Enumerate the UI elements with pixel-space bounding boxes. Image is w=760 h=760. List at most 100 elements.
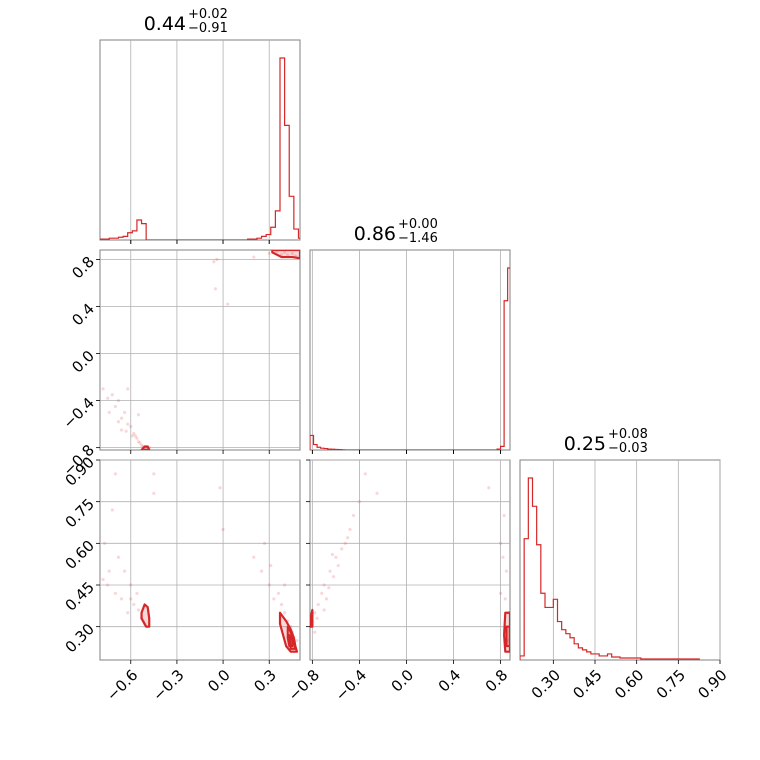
scatter-point [113, 404, 117, 409]
contour-inner [505, 625, 510, 648]
hist-title-median-2: 0.25 [564, 433, 606, 455]
x-tick-label: 0.4 [435, 666, 465, 696]
y-tick-label: 0.30 [62, 620, 98, 656]
scatter-point [152, 491, 156, 495]
x-tick-label: 0.30 [528, 666, 564, 702]
contour-outer [310, 608, 314, 628]
hist-step-1 [310, 267, 510, 450]
scatter-panel-p0_p2 [99, 459, 301, 661]
scatter-point [283, 611, 287, 615]
x-tick-label: 0.0 [388, 666, 418, 696]
scatter-point [502, 513, 506, 518]
x-tick-label: 0.75 [653, 666, 689, 702]
scatter-point [110, 508, 114, 512]
scatter-point [107, 569, 111, 573]
y-tick-label: 0.60 [62, 537, 98, 573]
scatter-point [124, 429, 128, 433]
scatter-point [129, 424, 133, 429]
scatter-point [107, 410, 111, 414]
scatter-point [103, 541, 107, 545]
hist-group-2 [520, 477, 700, 660]
hist-title-plus-1: +0.00 [398, 217, 438, 232]
scatter-point [123, 410, 127, 414]
scatter-point [295, 638, 299, 643]
scatter-point [119, 597, 124, 601]
scatter-point [139, 443, 144, 447]
hist-panel-0 [99, 39, 301, 241]
scatter-point [135, 591, 139, 595]
scatter-point [272, 597, 276, 601]
x-tick-label: −0.8 [285, 666, 323, 704]
x-tick-label: 0.8 [482, 666, 512, 696]
hist-title-median-0: 0.44 [144, 13, 186, 35]
scatter-point [252, 555, 256, 559]
scatter-point [331, 575, 336, 579]
hist-title-minus-1: −1.46 [398, 231, 438, 246]
hist-panel-2 [519, 459, 721, 661]
scatter-point [336, 563, 340, 568]
hist-title-minus-2: −0.03 [608, 441, 648, 456]
scatter-point [487, 486, 491, 490]
scatter-point [363, 472, 367, 476]
scatter-point [504, 569, 509, 573]
scatter-group-p0_p1 [101, 250, 300, 450]
y-tick-label: 0.8 [68, 253, 98, 283]
scatter-point [152, 472, 156, 476]
scatter-point [129, 597, 133, 601]
scatter-point [313, 611, 317, 615]
scatter-panel-p0_p1 [99, 249, 301, 451]
scatter-point [119, 428, 124, 432]
hist-group-0 [100, 57, 300, 240]
scatter-point [116, 420, 121, 424]
scatter-point [218, 486, 222, 490]
scatter-point [286, 253, 290, 257]
scatter-point [269, 563, 273, 568]
scatter-point [498, 591, 503, 595]
scatter-point [322, 583, 326, 587]
scatter-point [113, 591, 117, 595]
contour-outer [140, 603, 151, 628]
x-tick-label: 0.0 [204, 666, 234, 696]
scatter-point [276, 591, 281, 595]
scatter-point [126, 611, 130, 615]
scatter-point [259, 569, 264, 573]
scatter-point [130, 434, 134, 438]
hist-title-minus-0: −0.91 [188, 21, 228, 36]
scatter-point [136, 608, 141, 612]
scatter-panel-p1_p2 [309, 459, 511, 661]
scatter-point [136, 413, 141, 417]
scatter-point [327, 586, 331, 590]
y-tick-label: 0.0 [68, 347, 98, 377]
x-tick-label: 0.3 [250, 666, 280, 696]
scatter-point [215, 257, 219, 262]
scatter-point [106, 583, 110, 587]
hist-title-median-1: 0.86 [354, 223, 396, 245]
scatter-point [263, 541, 267, 545]
scatter-point [316, 602, 320, 607]
scatter-point [113, 472, 117, 476]
scatter-point [267, 583, 271, 587]
scatter-point [226, 302, 230, 306]
scatter-point [132, 602, 136, 607]
hist-title-plus-2: +0.08 [608, 427, 648, 442]
contour-inner [288, 634, 297, 650]
scatter-point [101, 577, 105, 582]
scatter-point [136, 440, 141, 444]
scatter-point [126, 422, 130, 426]
scatter-point [320, 591, 324, 595]
contour-outer [140, 445, 151, 450]
x-tick-label: −0.4 [332, 666, 370, 704]
scatter-point [351, 513, 356, 518]
x-tick-label: 0.60 [611, 666, 647, 702]
scatter-point [375, 491, 379, 495]
y-tick-label: 0.4 [68, 300, 98, 330]
scatter-point [133, 434, 137, 438]
scatter-point [503, 597, 507, 601]
scatter-point [334, 555, 338, 559]
scatter-point [322, 608, 326, 612]
x-tick-label: 0.90 [694, 666, 730, 702]
scatter-group-p1_p2 [310, 472, 510, 653]
scatter-point [126, 387, 130, 391]
x-tick-label: −0.6 [103, 666, 141, 704]
